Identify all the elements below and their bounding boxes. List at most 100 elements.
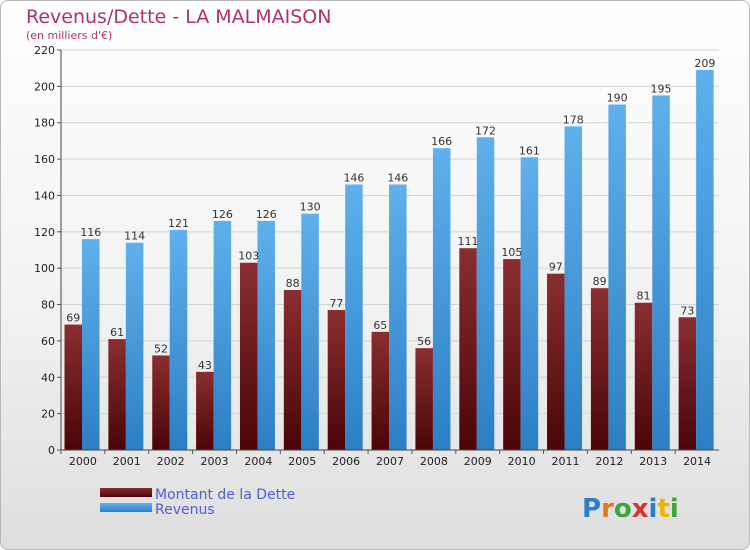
y-tick-label: 40 — [41, 371, 55, 384]
value-label: 89 — [593, 275, 607, 288]
y-tick-label: 220 — [34, 44, 55, 57]
bar-dette — [634, 302, 653, 450]
logo-letter: i — [649, 494, 658, 524]
bar-dette — [283, 290, 302, 450]
y-tick-label: 180 — [34, 117, 55, 130]
y-tick-label: 200 — [34, 80, 55, 93]
value-label: 73 — [680, 304, 694, 317]
x-tick-label: 2011 — [551, 455, 579, 468]
bar-dette — [239, 262, 258, 450]
value-label: 116 — [80, 226, 101, 239]
value-label: 209 — [694, 57, 715, 70]
x-tick-label: 2014 — [683, 455, 711, 468]
bar-revenus — [301, 213, 319, 450]
value-label: 77 — [329, 297, 343, 310]
value-label: 111 — [458, 235, 479, 248]
legend-label-revenus: Revenus — [155, 502, 215, 518]
bar-revenus — [696, 70, 714, 450]
value-label: 97 — [549, 261, 563, 274]
value-labels: 69 116 61 114 52 121 43 126 103 126 88 130 77 146 65 14… — [66, 57, 715, 372]
chart-title: Revenus/Dette - LA MALMAISON — [26, 6, 331, 28]
bar-dette — [590, 288, 609, 450]
x-tick-label: 2007 — [376, 455, 404, 468]
value-label: 130 — [300, 201, 321, 214]
legend-swatch-revenus — [100, 503, 152, 512]
legend: Montant de la Dette Revenus — [100, 487, 295, 518]
proxiti-logo: Proxiti — [582, 494, 679, 524]
bar-dette — [678, 317, 697, 450]
y-tick-label: 0 — [48, 444, 55, 457]
bar-dette — [64, 324, 82, 450]
value-label: 166 — [431, 135, 452, 148]
bar-revenus — [652, 95, 670, 451]
value-label: 103 — [238, 250, 259, 263]
x-tick-label: 2013 — [639, 455, 667, 468]
x-tick-label: 2001 — [113, 455, 141, 468]
bar-dette — [459, 248, 477, 450]
bar-dette — [503, 259, 521, 450]
bar-dette — [327, 310, 346, 450]
value-label: 114 — [124, 230, 145, 243]
axes: 0 20 40 60 80 100 120 140 160 180 200 220 2000 2001 20… — [34, 44, 719, 468]
y-tick-label: 100 — [34, 262, 55, 275]
bar-dette — [196, 371, 214, 450]
value-label: 146 — [387, 172, 408, 185]
logo-letter: t — [657, 494, 669, 524]
x-tick-label: 2003 — [201, 455, 229, 468]
y-tick-label: 120 — [34, 226, 55, 239]
value-label: 161 — [519, 144, 540, 157]
x-tick-label: 2010 — [508, 455, 536, 468]
bar-revenus — [432, 148, 451, 450]
legend-label-debt: Montant de la Dette — [155, 487, 295, 503]
value-label: 69 — [66, 312, 80, 325]
bar-revenus — [476, 137, 495, 451]
x-tick-label: 2004 — [244, 455, 272, 468]
value-label: 146 — [343, 172, 364, 185]
value-label: 88 — [286, 277, 300, 290]
value-label: 43 — [198, 359, 212, 372]
x-tick-label: 2002 — [157, 455, 185, 468]
bar-revenus — [520, 157, 539, 451]
bar-dette — [547, 273, 565, 450]
value-label: 105 — [501, 246, 522, 259]
bar-dette — [152, 355, 170, 450]
value-label: 172 — [475, 124, 496, 137]
y-tick-label: 20 — [41, 408, 55, 421]
x-tick-label: 2006 — [332, 455, 360, 468]
bar-revenus — [389, 184, 407, 450]
x-tick-label: 2008 — [420, 455, 448, 468]
value-label: 178 — [563, 113, 584, 126]
logo-letter: r — [601, 494, 614, 524]
value-label: 52 — [154, 342, 168, 355]
bar-dette — [415, 348, 433, 450]
bars — [64, 70, 714, 451]
chart-subtitle: (en milliers d'€) — [26, 29, 112, 42]
x-tick-label: 2009 — [464, 455, 492, 468]
legend-swatch-debt — [100, 488, 152, 497]
bar-dette — [371, 331, 390, 450]
value-label: 121 — [168, 217, 189, 230]
value-label: 61 — [110, 326, 124, 339]
bar-revenus — [125, 242, 144, 450]
logo-letter: o — [614, 494, 632, 524]
bar-revenus — [213, 220, 232, 450]
value-label: 195 — [651, 82, 672, 95]
logo-letter: x — [632, 494, 649, 524]
y-tick-label: 80 — [41, 299, 55, 312]
bar-revenus — [82, 239, 100, 450]
logo-letter: P — [582, 494, 601, 524]
value-label: 126 — [212, 208, 233, 221]
value-label: 56 — [417, 335, 431, 348]
y-tick-label: 60 — [41, 335, 55, 348]
value-label: 190 — [607, 92, 628, 105]
bar-revenus — [608, 104, 626, 450]
logo-letter: i — [670, 494, 679, 524]
x-tick-label: 2000 — [69, 455, 97, 468]
bar-revenus — [345, 184, 363, 450]
bar-revenus — [169, 230, 188, 450]
y-tick-label: 140 — [34, 189, 55, 202]
bar-dette — [108, 339, 126, 450]
x-tick-label: 2005 — [288, 455, 316, 468]
value-label: 81 — [637, 290, 651, 303]
